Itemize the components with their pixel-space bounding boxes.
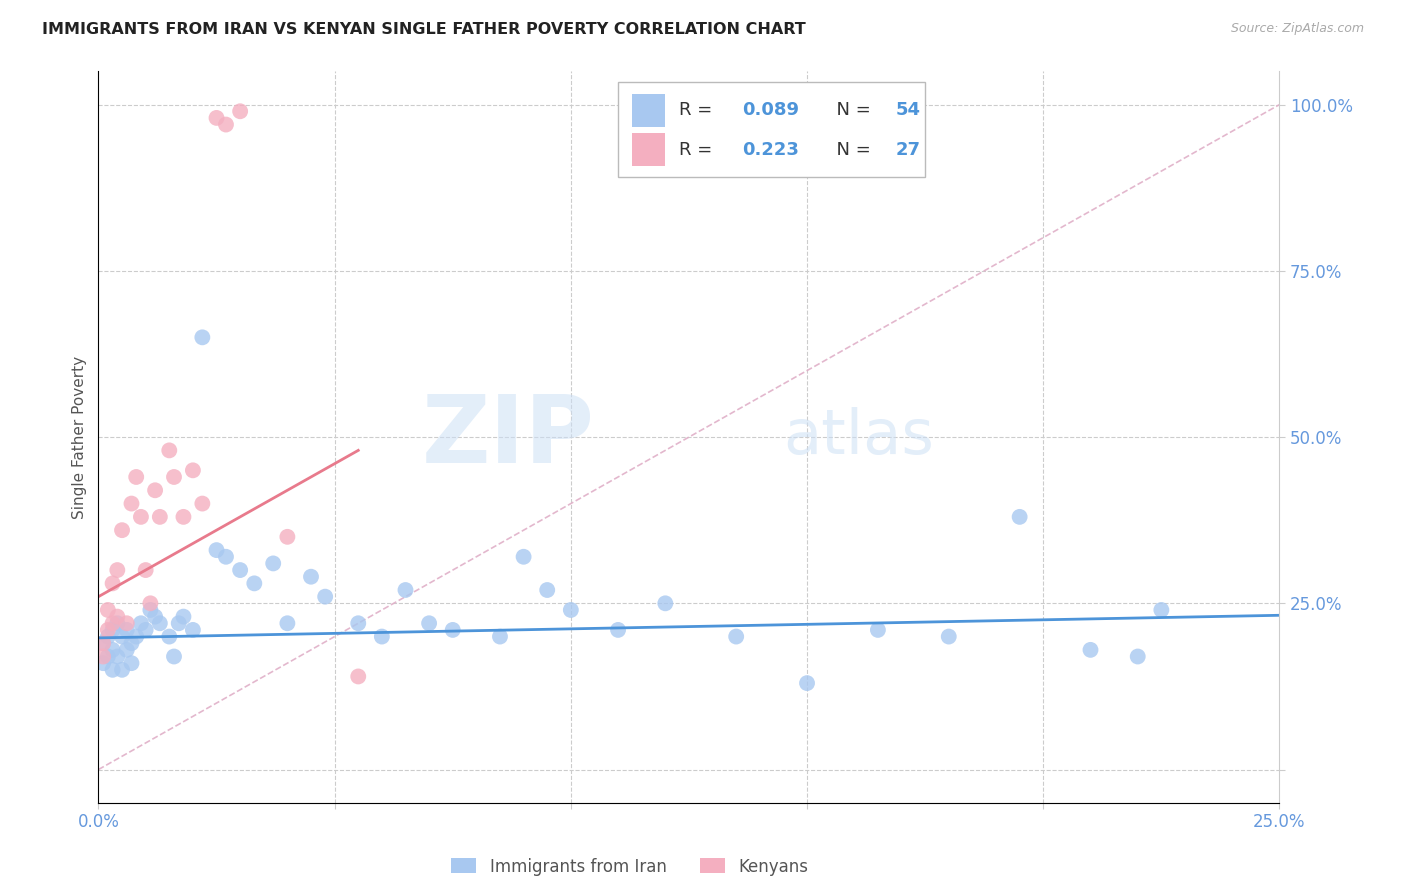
Text: 54: 54 <box>896 101 921 120</box>
Point <box>143 483 166 498</box>
Point <box>229 563 252 577</box>
FancyBboxPatch shape <box>619 82 925 178</box>
Point <box>262 557 284 571</box>
Point <box>181 623 204 637</box>
Point <box>149 509 172 524</box>
Point <box>654 596 676 610</box>
Point <box>149 616 172 631</box>
Point <box>97 623 120 637</box>
Point <box>205 543 228 558</box>
Point <box>229 104 252 119</box>
Point <box>115 623 138 637</box>
Point <box>91 649 114 664</box>
Point <box>215 549 238 564</box>
Point <box>125 630 148 644</box>
Point <box>101 616 124 631</box>
Point <box>125 470 148 484</box>
Text: 0.223: 0.223 <box>742 141 799 159</box>
Point <box>135 623 157 637</box>
Point <box>276 616 298 631</box>
Point <box>101 576 124 591</box>
Point <box>121 636 143 650</box>
Point <box>97 649 120 664</box>
Text: Source: ZipAtlas.com: Source: ZipAtlas.com <box>1230 22 1364 36</box>
Point <box>91 656 114 670</box>
Text: IMMIGRANTS FROM IRAN VS KENYAN SINGLE FATHER POVERTY CORRELATION CHART: IMMIGRANTS FROM IRAN VS KENYAN SINGLE FA… <box>42 22 806 37</box>
Point <box>536 582 558 597</box>
Point <box>489 630 512 644</box>
Point <box>101 623 124 637</box>
Point <box>441 623 464 637</box>
Point <box>205 111 228 125</box>
Point <box>111 630 134 644</box>
Point <box>1008 509 1031 524</box>
Point <box>418 616 440 631</box>
Point <box>101 663 124 677</box>
Point <box>139 603 162 617</box>
Text: 27: 27 <box>896 141 921 159</box>
Text: R =: R = <box>679 141 718 159</box>
Point <box>560 603 582 617</box>
Point <box>172 509 194 524</box>
Point <box>143 609 166 624</box>
Point <box>121 656 143 670</box>
Point <box>105 616 128 631</box>
Point <box>215 118 238 132</box>
Point <box>314 590 336 604</box>
Point <box>1150 603 1173 617</box>
Text: atlas: atlas <box>783 407 935 467</box>
Point <box>97 630 120 644</box>
Point <box>97 603 120 617</box>
Point <box>111 523 134 537</box>
Point <box>1080 643 1102 657</box>
Point <box>91 636 114 650</box>
Point <box>607 623 630 637</box>
Point <box>135 563 157 577</box>
Point <box>172 609 194 624</box>
FancyBboxPatch shape <box>633 94 665 127</box>
Point <box>1126 649 1149 664</box>
Point <box>105 649 128 664</box>
FancyBboxPatch shape <box>633 133 665 166</box>
Point <box>167 616 190 631</box>
Text: N =: N = <box>825 101 876 120</box>
Point <box>101 643 124 657</box>
Point <box>129 509 152 524</box>
Point <box>191 330 214 344</box>
Legend: Immigrants from Iran, Kenyans: Immigrants from Iran, Kenyans <box>444 851 815 882</box>
Point <box>163 649 186 664</box>
Text: R =: R = <box>679 101 718 120</box>
Y-axis label: Single Father Poverty: Single Father Poverty <box>72 356 87 518</box>
Point <box>394 582 416 597</box>
Point <box>111 663 134 677</box>
Point <box>181 463 204 477</box>
Point <box>276 530 298 544</box>
Text: ZIP: ZIP <box>422 391 595 483</box>
Point <box>938 630 960 644</box>
Point <box>105 563 128 577</box>
Point <box>129 616 152 631</box>
Point <box>163 470 186 484</box>
Point <box>243 576 266 591</box>
Point <box>157 630 180 644</box>
Point <box>105 609 128 624</box>
Point <box>371 630 394 644</box>
Point <box>115 616 138 631</box>
Point <box>157 443 180 458</box>
Point <box>796 676 818 690</box>
Point <box>725 630 748 644</box>
Point <box>139 596 162 610</box>
Point <box>347 616 370 631</box>
Point <box>191 497 214 511</box>
Point <box>91 636 114 650</box>
Point <box>347 669 370 683</box>
Point <box>115 643 138 657</box>
Point <box>121 497 143 511</box>
Point <box>866 623 889 637</box>
Point <box>299 570 322 584</box>
Point <box>512 549 534 564</box>
Text: 0.089: 0.089 <box>742 101 799 120</box>
Text: N =: N = <box>825 141 876 159</box>
